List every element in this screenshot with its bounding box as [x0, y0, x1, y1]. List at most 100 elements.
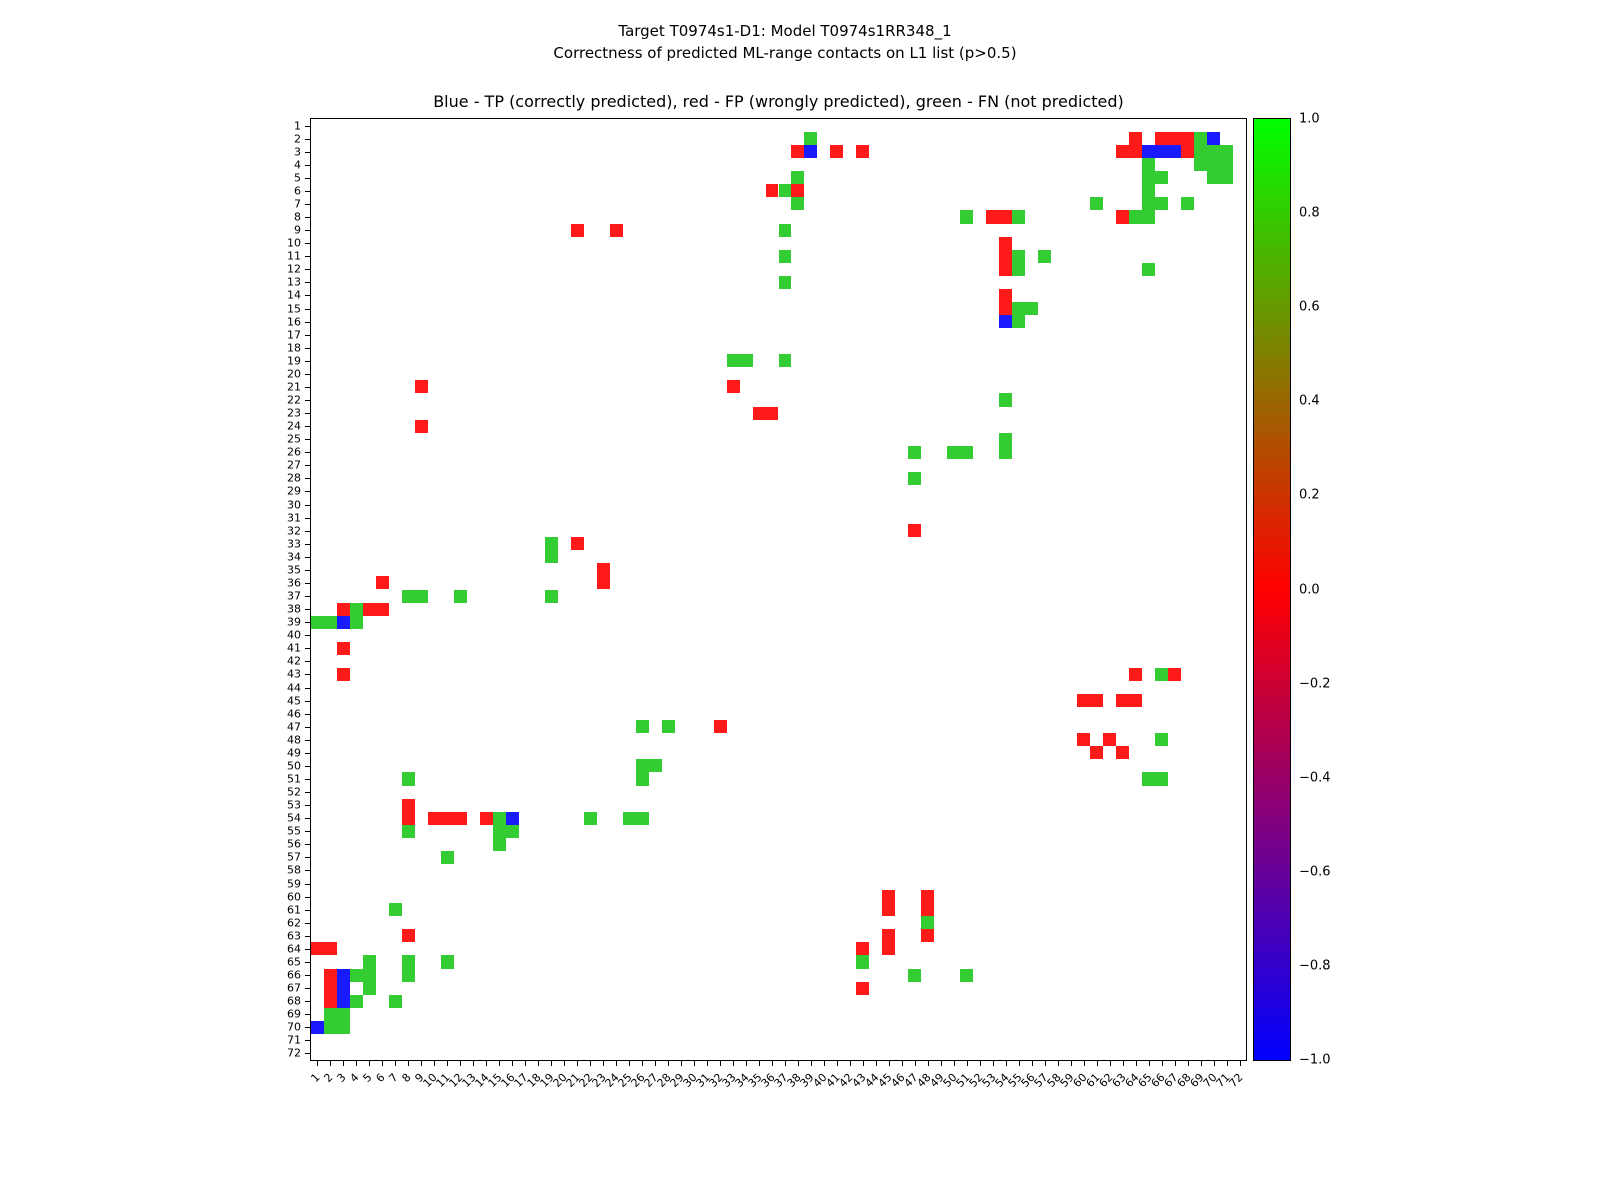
x-tick-mark: [914, 1061, 916, 1066]
x-tick-mark: [953, 1061, 955, 1066]
y-tick-mark: [305, 818, 310, 820]
x-tick-mark: [979, 1061, 981, 1066]
cell-fp: [1129, 145, 1143, 159]
y-tick-label: 36: [287, 576, 301, 590]
x-tick-mark: [473, 1061, 475, 1066]
y-tick-mark: [305, 269, 310, 271]
y-tick-label: 67: [287, 981, 301, 995]
cell-fp: [414, 380, 428, 394]
cell-fn: [791, 197, 805, 211]
y-tick-label: 37: [287, 589, 301, 603]
cell-fn: [401, 955, 415, 969]
cell-fp: [401, 929, 415, 943]
cell-fp: [427, 811, 441, 825]
x-tick-mark: [733, 1061, 735, 1066]
y-tick-mark: [305, 569, 310, 571]
cell-fn: [1142, 171, 1156, 185]
x-tick-mark: [681, 1061, 683, 1066]
y-tick-mark: [305, 164, 310, 166]
x-tick-mark: [1200, 1061, 1202, 1066]
x-tick-mark: [668, 1061, 670, 1066]
cell-fp: [401, 811, 415, 825]
cell-fp: [375, 602, 389, 616]
x-tick-mark: [603, 1061, 605, 1066]
y-tick-mark: [305, 1040, 310, 1042]
cell-fn: [908, 968, 922, 982]
cell-fn: [336, 1020, 350, 1034]
y-tick-label: 7: [294, 197, 301, 211]
x-tick-mark: [966, 1061, 968, 1066]
y-tick-mark: [305, 700, 310, 702]
y-tick-mark: [305, 203, 310, 205]
y-tick-label: 27: [287, 458, 301, 472]
cell-fn: [440, 955, 454, 969]
y-tick-mark: [305, 739, 310, 741]
cell-fp: [570, 537, 584, 551]
cell-fn: [947, 445, 961, 459]
x-axis-ticks: [311, 1061, 1246, 1066]
y-tick-label: 72: [287, 1046, 301, 1060]
y-tick-label: 11: [287, 249, 301, 263]
cell-fn: [323, 1007, 337, 1021]
y-tick-label: 62: [287, 916, 301, 930]
y-tick-label: 50: [287, 759, 301, 773]
y-tick-mark: [305, 661, 310, 663]
y-tick-mark: [305, 282, 310, 284]
x-tick-mark: [356, 1061, 358, 1066]
x-tick-label: 1: [308, 1070, 324, 1086]
axes-title: Blue - TP (correctly predicted), red - F…: [433, 92, 1124, 111]
colorbar-tick-label: −0.2: [1299, 676, 1331, 692]
cell-fp: [999, 301, 1013, 316]
x-tick-mark: [1239, 1061, 1241, 1066]
y-tick-label: 9: [294, 223, 301, 237]
cell-fn: [791, 171, 805, 185]
cell-fn: [323, 615, 337, 629]
y-tick-mark: [305, 805, 310, 807]
cell-fp: [609, 223, 623, 237]
cell-fn: [1012, 262, 1026, 276]
x-tick-mark: [564, 1061, 566, 1066]
y-tick-label: 4: [294, 158, 301, 172]
cell-fn: [1129, 210, 1143, 224]
x-tick-mark: [629, 1061, 631, 1066]
cell-fn: [999, 432, 1013, 446]
y-tick-mark: [305, 674, 310, 676]
y-tick-label: 29: [287, 484, 301, 498]
cell-fp: [999, 236, 1013, 250]
y-tick-label: 8: [294, 210, 301, 224]
cell-fp: [999, 288, 1013, 302]
y-tick-label: 35: [287, 563, 301, 577]
y-tick-label: 20: [287, 367, 301, 381]
x-tick-label: 5: [360, 1070, 376, 1086]
cell-fn: [648, 759, 662, 773]
y-tick-mark: [305, 1001, 310, 1003]
x-tick-mark: [772, 1061, 773, 1066]
cell-fn: [349, 994, 363, 1008]
x-tick-mark: [1187, 1061, 1189, 1066]
cell-fn: [635, 720, 649, 734]
x-tick-mark: [694, 1061, 696, 1066]
colorbar-tick-label: −0.8: [1299, 958, 1331, 974]
cell-fp: [1116, 694, 1130, 708]
cell-fn: [349, 968, 363, 982]
cell-fn: [1220, 158, 1233, 172]
cell-fp: [830, 145, 844, 159]
cell-fp: [882, 903, 896, 917]
x-tick-label: 7: [386, 1070, 402, 1086]
y-tick-mark: [305, 177, 310, 179]
y-tick-label: 69: [287, 1007, 301, 1021]
colorbar-tick-label: 1.0: [1299, 111, 1320, 127]
x-tick-mark: [1031, 1061, 1033, 1066]
y-tick-mark: [305, 687, 310, 689]
cell-fn: [401, 968, 415, 982]
cell-tp: [505, 811, 519, 825]
cell-fp: [908, 524, 922, 538]
x-tick-mark: [720, 1061, 722, 1066]
cell-fn: [401, 589, 415, 603]
cell-fp: [882, 929, 896, 943]
cell-fp: [375, 576, 389, 590]
cell-fp: [1116, 746, 1130, 760]
cell-fn: [1207, 145, 1221, 159]
y-tick-mark: [305, 230, 310, 232]
cell-fn: [856, 955, 870, 969]
